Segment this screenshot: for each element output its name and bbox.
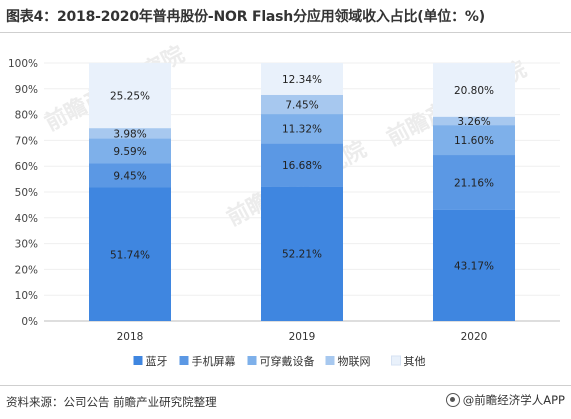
bar-segment bbox=[89, 138, 171, 164]
bar-segment bbox=[261, 63, 343, 95]
legend-label: 蓝牙 bbox=[146, 355, 168, 368]
data-label: 51.74% bbox=[110, 249, 150, 261]
bar-segment bbox=[261, 186, 343, 321]
bar-segment bbox=[261, 114, 343, 144]
bar-segment bbox=[89, 128, 171, 139]
y-tick-label: 40% bbox=[15, 213, 38, 225]
y-tick-label: 10% bbox=[15, 290, 38, 302]
y-tick-label: 90% bbox=[15, 84, 38, 96]
brand-label: @前瞻经济学人APP bbox=[462, 393, 565, 407]
bar-segment bbox=[89, 62, 171, 129]
y-tick-label: 80% bbox=[15, 110, 38, 122]
legend-label: 物联网 bbox=[338, 354, 371, 368]
legend-swatch bbox=[391, 355, 401, 366]
x-tick-label: 2018 bbox=[117, 331, 144, 343]
legend-label: 其他 bbox=[404, 355, 426, 368]
data-label: 16.68% bbox=[282, 160, 322, 172]
bars: 51.74% 9.45% 9.59% 3.98% 25.25% 52.21% 16.68% 1… bbox=[89, 62, 515, 321]
data-label: 11.32% bbox=[282, 124, 322, 136]
source-note: 资料来源：公司公告 前瞻产业研究院整理 bbox=[6, 395, 217, 409]
brand-logo-icon bbox=[445, 393, 460, 407]
data-label: 3.98% bbox=[113, 128, 146, 140]
data-label: 20.80% bbox=[454, 85, 494, 97]
footer-divider bbox=[0, 385, 571, 386]
data-label: 43.17% bbox=[454, 260, 494, 272]
y-tick-label: 0% bbox=[21, 316, 38, 328]
legend-label: 可穿戴设备 bbox=[260, 354, 315, 368]
brand: @前瞻经济学人APP bbox=[445, 392, 565, 408]
x-tick-label: 2019 bbox=[289, 331, 316, 343]
data-label: 3.26% bbox=[457, 116, 490, 128]
data-label: 9.59% bbox=[113, 146, 146, 158]
bar-segment bbox=[89, 187, 171, 321]
legend-swatch bbox=[247, 356, 257, 365]
data-label: 11.60% bbox=[454, 135, 494, 147]
legend-label: 手机屏幕 bbox=[192, 354, 236, 368]
bar-segment bbox=[433, 209, 515, 321]
chart-title: 图表4：2018-2020年普冉股份-NOR Flash分应用领域收入占比(单位… bbox=[6, 9, 485, 25]
legend: 蓝牙 手机屏幕 可穿戴设备 物联网 其他 bbox=[133, 354, 426, 368]
bar-segment bbox=[89, 163, 171, 188]
y-tick-label: 70% bbox=[15, 135, 38, 147]
bar-segment bbox=[261, 143, 343, 187]
title-divider bbox=[0, 32, 571, 33]
y-tick-label: 60% bbox=[15, 161, 38, 173]
bar-segment bbox=[433, 155, 515, 210]
data-label: 7.45% bbox=[285, 99, 318, 111]
data-label: 12.34% bbox=[282, 74, 322, 86]
bar-segment bbox=[433, 116, 515, 126]
x-axis: 2018 2019 2020 bbox=[117, 331, 488, 343]
legend-swatch bbox=[325, 356, 335, 365]
bar-segment bbox=[433, 63, 515, 117]
y-tick-label: 20% bbox=[15, 264, 38, 276]
data-label: 52.21% bbox=[282, 249, 322, 261]
data-label: 25.25% bbox=[110, 91, 150, 103]
x-tick-label: 2020 bbox=[461, 331, 488, 343]
legend-swatch bbox=[179, 356, 189, 365]
y-tick-label: 100% bbox=[8, 58, 38, 70]
bar-segment bbox=[433, 125, 515, 156]
legend-swatch bbox=[133, 356, 143, 365]
stacked-bar-chart: 前瞻产业研究院前瞻产业研究院前瞻产业研究院 0%10%20%30%40%50%6… bbox=[8, 41, 560, 368]
bar-segment bbox=[261, 94, 343, 115]
y-tick-label: 30% bbox=[15, 239, 38, 251]
data-label: 9.45% bbox=[113, 170, 146, 182]
y-tick-label: 50% bbox=[15, 187, 38, 199]
data-label: 21.16% bbox=[454, 177, 494, 189]
